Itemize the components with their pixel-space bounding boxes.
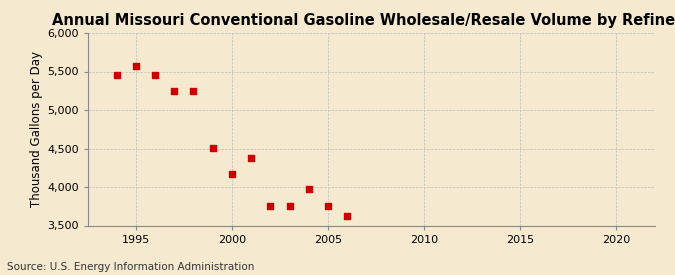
Point [246, 156, 256, 160]
Title: Annual Missouri Conventional Gasoline Wholesale/Resale Volume by Refiners: Annual Missouri Conventional Gasoline Wh… [52, 13, 675, 28]
Text: Source: U.S. Energy Information Administration: Source: U.S. Energy Information Administ… [7, 262, 254, 272]
Point [111, 73, 122, 78]
Point [303, 186, 314, 191]
Point [207, 145, 218, 150]
Point [130, 64, 141, 68]
Point [284, 204, 295, 208]
Y-axis label: Thousand Gallons per Day: Thousand Gallons per Day [30, 51, 43, 207]
Point [227, 171, 238, 176]
Point [323, 204, 333, 208]
Point [188, 89, 199, 93]
Point [265, 204, 276, 208]
Point [169, 89, 180, 93]
Point [150, 73, 161, 78]
Point [342, 214, 352, 218]
